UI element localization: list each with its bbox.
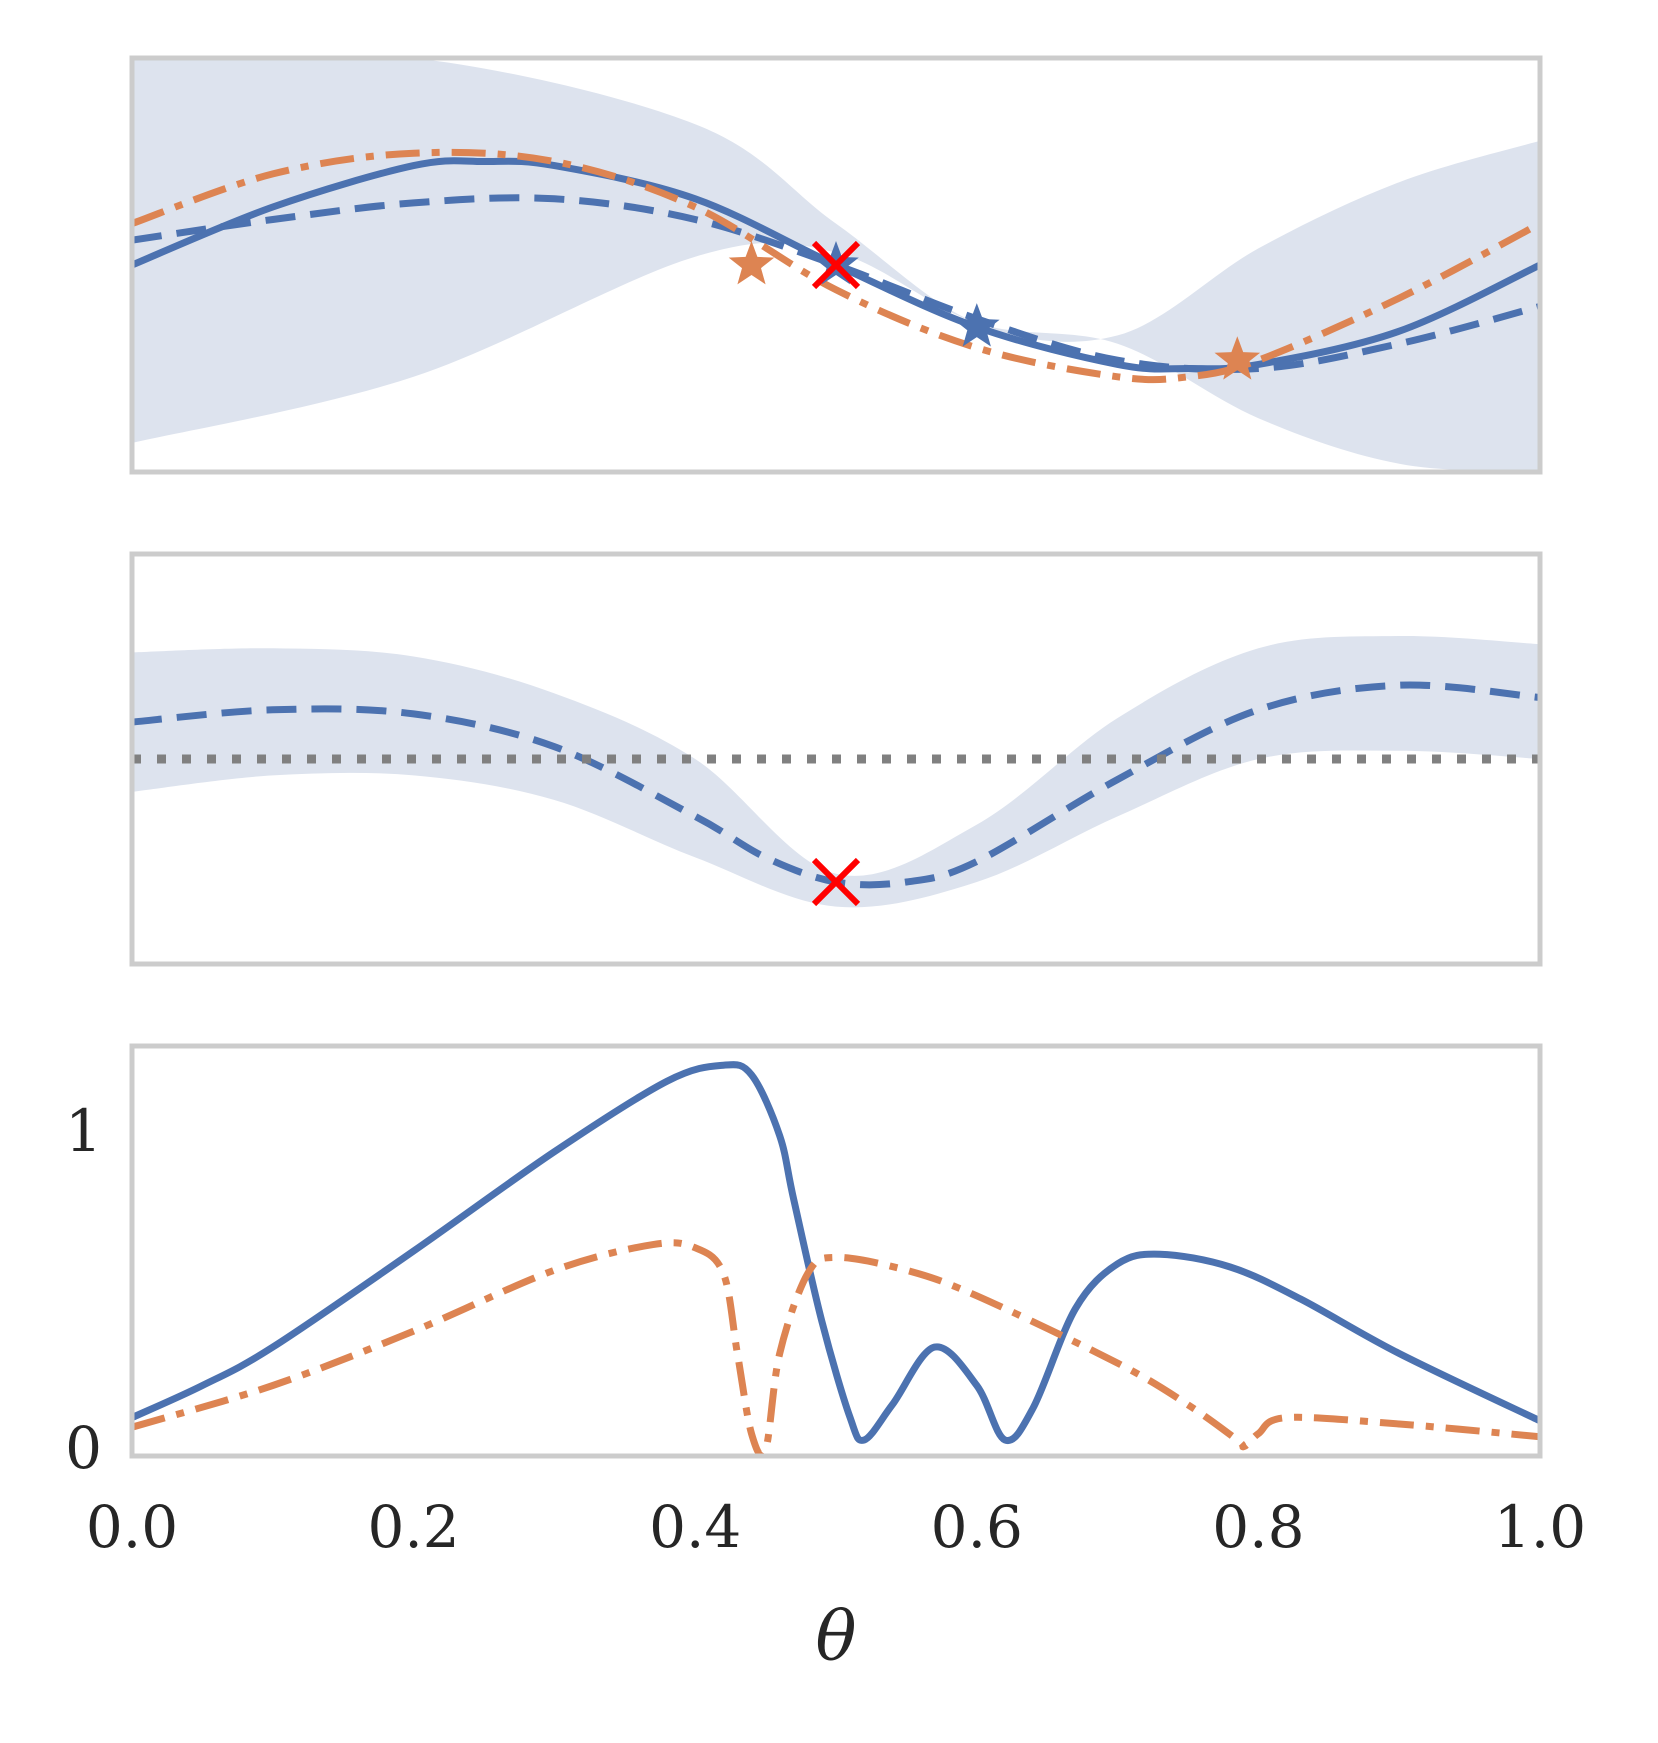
- bottom-plot-area: [132, 1061, 1540, 1456]
- y-tick-label-0: 0: [65, 1414, 102, 1482]
- x-axis-label: θ: [816, 1598, 857, 1677]
- top-star-marker-3: [1214, 336, 1261, 380]
- x-tick-label-4: 0.8: [1212, 1493, 1304, 1561]
- x-tick-label-3: 0.6: [931, 1493, 1023, 1561]
- panel-top: [129, 55, 1543, 475]
- top-x-marker: [811, 240, 861, 290]
- top-star-marker-2: [954, 303, 1000, 347]
- middle-x-marker: [811, 857, 861, 907]
- bottom-line-solid-blue: [132, 1061, 1540, 1445]
- x-tick-label-2: 0.4: [649, 1493, 741, 1561]
- x-tick-label-5: 1.0: [1494, 1493, 1586, 1561]
- x-tick-label-1: 0.2: [367, 1493, 459, 1561]
- middle-confidence-band: [132, 635, 1540, 908]
- panel-bottom-frame: [129, 1043, 1543, 1459]
- panel-top-frame: [129, 55, 1543, 475]
- x-tick-label-0: 0.0: [86, 1493, 178, 1561]
- top-line-dashed-blue: [132, 194, 1540, 374]
- panel-bottom-marks: [132, 1061, 1540, 1456]
- panel-top-marks: [132, 58, 1540, 472]
- top-star-marker-0: [728, 241, 775, 285]
- panel-middle: [129, 551, 1543, 967]
- top-line-dashdot-orange: [132, 148, 1540, 384]
- middle-plot-area: [132, 635, 1540, 908]
- panel-middle-frame: [129, 551, 1543, 967]
- panel-middle-marks: [132, 635, 1540, 908]
- y-tick-label-1: 1: [65, 1097, 102, 1165]
- bottom-line-dashdot-orange: [132, 1239, 1540, 1456]
- x-axis: 0.0 0.2 0.4 0.6 0.8 1.0 θ: [86, 1493, 1586, 1677]
- panel-bottom: 1 0: [65, 1043, 1543, 1482]
